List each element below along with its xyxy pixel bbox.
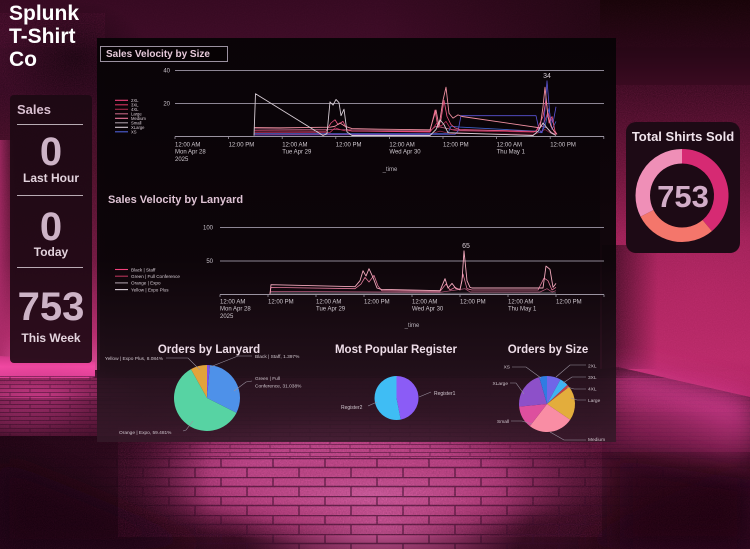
svg-text:12:00 AM: 12:00 AM (175, 143, 200, 149)
svg-text:Orange | Expo: Orange | Expo (131, 281, 161, 286)
svg-text:12:00 PM: 12:00 PM (268, 300, 294, 306)
svg-text:12:00 AM: 12:00 AM (412, 300, 437, 306)
svg-text:12:00 PM: 12:00 PM (229, 143, 255, 149)
svg-text:12:00 AM: 12:00 AM (282, 143, 307, 149)
svg-text:Tue Apr 29: Tue Apr 29 (316, 307, 346, 313)
svg-text:12:00 PM: 12:00 PM (336, 143, 362, 149)
svg-text:2025: 2025 (175, 157, 189, 163)
svg-text:Yellow | Expo Plus: Yellow | Expo Plus (131, 287, 169, 292)
svg-text:2XL: 2XL (131, 98, 139, 103)
svg-text:Small: Small (497, 419, 509, 425)
svg-text:XLarge: XLarge (493, 381, 509, 387)
svg-text:Green | Full Conference: Green | Full Conference (131, 274, 180, 279)
svg-text:12:00 AM: 12:00 AM (220, 300, 245, 306)
svg-text:12:00 AM: 12:00 AM (316, 300, 341, 306)
svg-text:Large: Large (588, 398, 601, 404)
svg-text:12:00 PM: 12:00 PM (443, 143, 469, 149)
svg-text:34: 34 (543, 73, 551, 80)
svg-text:20: 20 (163, 102, 170, 108)
svg-text:65: 65 (462, 243, 470, 250)
svg-text:12:00 AM: 12:00 AM (508, 300, 533, 306)
svg-text:2025: 2025 (220, 314, 234, 320)
svg-text:Thu May 1: Thu May 1 (497, 150, 526, 156)
svg-text:Mon Apr 28: Mon Apr 28 (220, 307, 251, 313)
svg-text:Black | Staff, 1.397%: Black | Staff, 1.397% (255, 354, 300, 360)
svg-text:Green | Full: Green | Full (255, 376, 280, 382)
svg-text:XLarge: XLarge (131, 125, 145, 130)
svg-text:100: 100 (203, 226, 214, 232)
svg-text:Register1: Register1 (434, 391, 456, 397)
svg-text:12:00 AM: 12:00 AM (389, 143, 414, 149)
svg-text:XS: XS (131, 129, 137, 134)
svg-text:Medium: Medium (131, 116, 146, 121)
svg-text:Mon Apr 28: Mon Apr 28 (175, 150, 206, 156)
svg-text:50: 50 (206, 259, 213, 265)
svg-text:_time: _time (404, 323, 420, 329)
svg-text:Wed Apr 30: Wed Apr 30 (389, 150, 421, 156)
svg-text:Small: Small (131, 120, 142, 125)
svg-text:Thu May 1: Thu May 1 (508, 307, 537, 313)
svg-text:Large: Large (131, 111, 142, 116)
svg-text:Yellow | Expo Plus, 8.084%: Yellow | Expo Plus, 8.084% (105, 356, 164, 362)
svg-text:XS: XS (504, 365, 510, 371)
svg-text:Orange | Expo, 59.481%: Orange | Expo, 59.481% (119, 430, 172, 436)
svg-text:_time: _time (382, 167, 398, 173)
svg-text:Wed Apr 30: Wed Apr 30 (412, 307, 444, 313)
svg-text:Conference, 31.038%: Conference, 31.038% (255, 384, 302, 390)
svg-text:12:00 PM: 12:00 PM (556, 300, 582, 306)
svg-text:4XL: 4XL (131, 107, 139, 112)
svg-text:4XL: 4XL (588, 387, 597, 393)
svg-text:12:00 PM: 12:00 PM (364, 300, 390, 306)
svg-text:12:00 AM: 12:00 AM (497, 143, 522, 149)
svg-text:3XL: 3XL (588, 375, 597, 381)
svg-text:Black | Staff: Black | Staff (131, 267, 156, 272)
svg-text:2XL: 2XL (588, 364, 597, 370)
svg-text:3XL: 3XL (131, 102, 139, 107)
svg-text:Register2: Register2 (341, 405, 363, 411)
svg-text:40: 40 (163, 69, 170, 75)
svg-text:12:00 PM: 12:00 PM (550, 143, 576, 149)
svg-text:Medium: Medium (588, 437, 605, 443)
svg-text:Tue Apr 29: Tue Apr 29 (282, 150, 312, 156)
svg-text:12:00 PM: 12:00 PM (460, 300, 486, 306)
